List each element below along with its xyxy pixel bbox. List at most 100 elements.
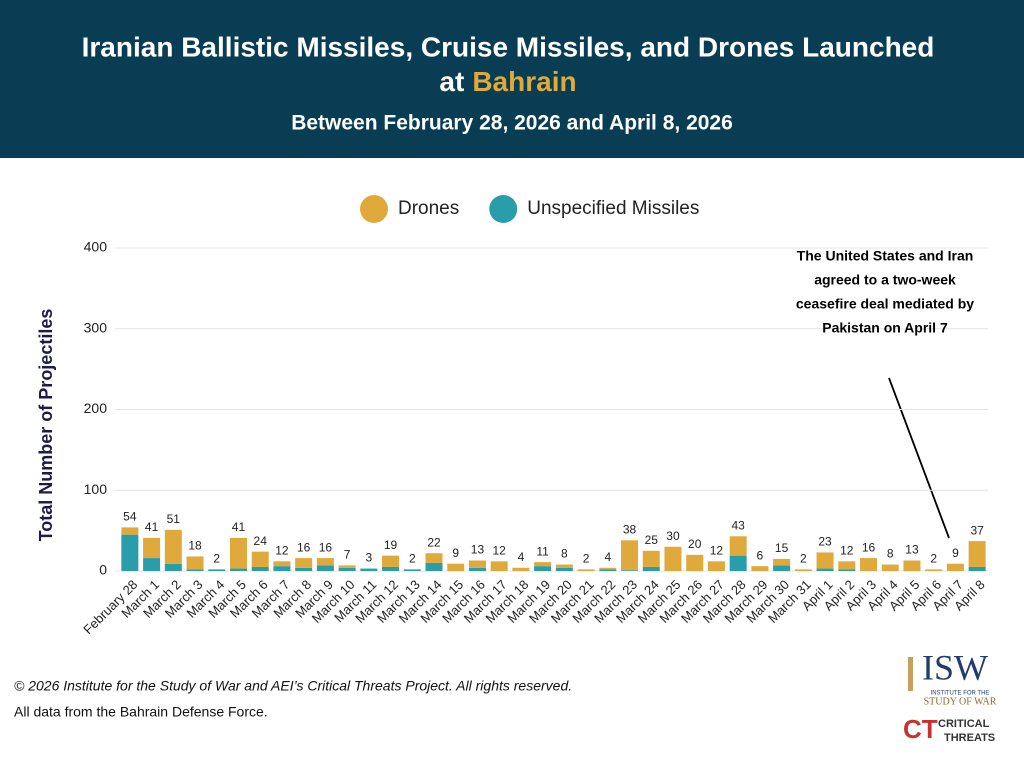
title-prefix: at [439,66,464,97]
copyright: © 2026 Institute for the Study of War an… [14,678,572,694]
y-tick-label: 100 [84,481,108,497]
annotation: ceasefire deal mediated by [796,296,974,312]
bar-segment [816,568,834,571]
total-label: 2 [583,552,590,566]
y-axis-title: Total Number of Projectiles [36,309,56,542]
total-label: 16 [297,540,311,554]
bar-segment [642,550,660,567]
bar-segment [295,567,313,571]
bar-segment [186,569,204,571]
bar-segment [251,566,269,571]
subtitle: Between February 28, 2026 and April 8, 2… [291,112,733,135]
total-label: 41 [232,520,246,534]
plot: 0 100 200 300 400 Drones Unspecified Missiles 5… [80,195,988,637]
total-label: 12 [493,543,507,557]
bar-segment [338,565,356,568]
total-label: 13 [471,543,485,557]
bar-segment [273,566,291,571]
bar-segment [664,546,682,571]
total-label: 2 [800,552,807,566]
annotation: Pakistan on April 7 [822,320,948,336]
bar-segment [382,555,400,567]
bar-segment [686,554,704,571]
bar-segment [968,541,986,567]
total-label: 9 [952,546,959,560]
total-label: 23 [818,535,832,549]
bar-segment [229,568,247,571]
bar-segment [642,566,660,571]
bar-segment [512,567,530,571]
ct-logo-sub: CRITICAL [938,718,990,730]
bar-segment [816,552,834,569]
bar-segment [121,527,139,535]
total-label: 20 [688,537,702,551]
bar-segment [707,561,725,571]
total-label: 12 [710,543,724,557]
total-label: 8 [561,547,568,561]
ct-logo-text: CT [903,714,938,744]
bar-segment [316,558,334,566]
total-label: 2 [409,552,416,566]
annotation: agreed to a two-week [814,272,956,288]
title: Iranian Ballistic Missiles, Cruise Missi… [82,31,935,62]
legend-label: Unspecified Missiles [527,198,699,219]
y-tick-label: 0 [99,562,107,578]
bar-segment [729,536,747,556]
bar-segment [425,553,443,563]
bar-segment [186,556,204,570]
total-label: 54 [123,510,137,524]
bar-segment [860,558,878,571]
bar-segment [229,537,247,569]
bar-segment [599,567,617,570]
bar-segment [208,569,226,571]
total-label: 16 [319,540,333,554]
bar-segment [729,555,747,571]
logo-bar [908,657,913,691]
bar-segment [121,534,139,571]
bar-segment [447,563,465,571]
bar-segment [164,563,182,571]
title-highlight: Bahrain [472,66,576,97]
total-label: 8 [887,547,894,561]
bar-segment [273,561,291,567]
bar-segment [621,570,639,571]
bar-segment [946,563,964,571]
total-label: 19 [384,538,398,552]
bar-segment [903,560,921,571]
total-label: 41 [145,520,159,534]
bar-segment [577,569,595,571]
total-label: 15 [775,541,789,555]
total-label: 25 [645,533,659,547]
bar-segment [164,529,182,564]
y-tick-label: 400 [84,239,108,255]
bar-segment [338,567,356,571]
isw-logo: ISW INSTITUTE FOR THE STUDY OF WAR [908,647,997,707]
bar-segment [751,566,769,571]
isw-logo-text: ISW [922,647,988,687]
bar-segment [534,566,552,571]
bar-segment [425,562,443,571]
total-label: 51 [167,512,181,526]
bar-segment [360,568,378,571]
bar-segment [925,569,943,571]
bar-segment [403,569,421,571]
source: All data from the Bahrain Defense Force. [14,704,268,720]
annotation: The United States and Iran [797,248,974,264]
bar-segment [555,564,573,568]
bar-segment [316,565,334,571]
total-label: 9 [452,546,459,560]
legend-label: Drones [398,198,459,219]
total-label: 22 [427,535,441,549]
bar-segment [468,560,486,568]
bar-segment [382,566,400,571]
bar-segment [295,558,313,568]
total-label: 37 [970,523,984,537]
legend-swatch [489,195,518,223]
annotation-arrow [888,377,950,539]
total-label: 18 [188,539,202,553]
bar-segment [143,558,161,571]
total-label: 11 [536,544,549,558]
total-label: 30 [666,529,680,543]
isw-logo-sub: STUDY OF WAR [924,696,997,707]
total-label: 3 [365,551,372,565]
